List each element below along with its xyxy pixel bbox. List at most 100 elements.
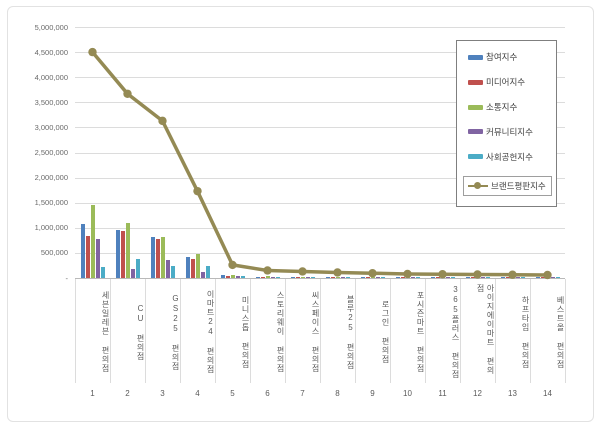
bar-소통지수 <box>335 277 340 278</box>
gridline <box>75 177 565 179</box>
bar-커뮤니티지수 <box>515 277 520 278</box>
line-marker <box>263 266 272 275</box>
bar-참여지수 <box>255 277 260 278</box>
category-label: 세븐일레븐 편의점 <box>101 291 110 373</box>
legend-item-참여지수: 참여지수 <box>468 51 556 63</box>
y-tick-label: 500,000 <box>40 248 68 258</box>
category-index: 11 <box>438 389 447 398</box>
y-tick-label: 4,000,000 <box>34 72 68 82</box>
category-separator <box>215 279 216 383</box>
category-separator <box>320 279 321 383</box>
bar-참여지수 <box>150 237 155 278</box>
legend-line-swatch-icon <box>468 181 488 190</box>
bar-참여지수 <box>290 277 295 278</box>
legend-item-미디어지수: 미디어지수 <box>468 76 556 88</box>
bar-사회공헌지수 <box>485 277 490 278</box>
category-index: 6 <box>265 389 270 398</box>
bar-소통지수 <box>90 205 95 278</box>
y-tick-label: 1,500,000 <box>34 198 68 208</box>
bar-참여지수 <box>360 277 365 278</box>
line-marker <box>508 270 517 279</box>
legend-label: 브랜드평판지수 <box>491 180 546 191</box>
bar-사회공헌지수 <box>240 276 245 278</box>
gridline <box>75 27 565 28</box>
bar-참여지수 <box>500 277 505 278</box>
y-tick-label: 4,500,000 <box>34 47 68 57</box>
category-index: 12 <box>473 389 482 398</box>
bar-참여지수 <box>325 277 330 278</box>
line-marker <box>473 270 482 279</box>
category-index: 8 <box>335 389 340 398</box>
bar-미디어지수 <box>295 277 300 278</box>
gridline <box>75 152 565 154</box>
legend-item-사회공헌지수: 사회공헌지수 <box>468 151 556 163</box>
category-separator <box>425 279 426 383</box>
y-tick-label: 3,000,000 <box>34 122 68 132</box>
category-separator <box>495 279 496 383</box>
category-separator <box>250 279 251 383</box>
category-separator <box>460 279 461 383</box>
bar-참여지수 <box>535 277 540 278</box>
legend-label: 소통지수 <box>486 102 518 113</box>
category-label: 씨스페이스 편의점 <box>311 291 320 373</box>
category-separator <box>285 279 286 383</box>
bar-커뮤니티지수 <box>445 277 450 278</box>
y-tick-label: 2,000,000 <box>34 173 68 183</box>
category-index: 2 <box>125 389 130 398</box>
bar-참여지수 <box>395 277 400 278</box>
bar-미디어지수 <box>330 277 335 278</box>
category-label: 하프타임 편의점 <box>521 295 530 369</box>
category-index: 1 <box>90 389 95 398</box>
bar-미디어지수 <box>120 231 125 278</box>
bar-group <box>215 27 250 278</box>
bar-사회공헌지수 <box>170 266 175 278</box>
gridline <box>75 227 565 229</box>
line-marker <box>193 186 202 196</box>
bar-사회공헌지수 <box>450 277 455 278</box>
category-label: 로그인 편의점 <box>381 300 390 364</box>
bar-사회공헌지수 <box>415 277 420 278</box>
line-marker <box>438 270 447 279</box>
bar-커뮤니티지수 <box>270 277 275 278</box>
brand-reputation-line <box>88 47 552 280</box>
bar-커뮤니티지수 <box>235 276 240 278</box>
category-index: 4 <box>195 389 200 398</box>
gridline <box>75 252 565 254</box>
category-separator <box>75 279 76 383</box>
bar-미디어지수 <box>155 239 160 278</box>
legend-line-marker <box>474 182 481 190</box>
legend-bar-swatch-icon <box>468 79 483 85</box>
legend-label: 미디어지수 <box>486 77 526 88</box>
category-index: 14 <box>543 389 552 398</box>
category-separator <box>145 279 146 383</box>
legend-bar-swatch-icon <box>468 154 483 160</box>
bar-미디어지수 <box>470 277 475 278</box>
bar-group <box>180 27 215 278</box>
bar-소통지수 <box>160 237 165 278</box>
legend-item-브랜드평판지수: 브랜드평판지수 <box>463 175 552 196</box>
line-marker <box>333 268 342 277</box>
category-label: 미니스톱 편의점 <box>241 295 250 369</box>
bar-사회공헌지수 <box>380 277 385 278</box>
bar-참여지수 <box>220 275 225 278</box>
line-marker <box>123 89 132 98</box>
category-separator <box>110 279 111 383</box>
bar-커뮤니티지수 <box>165 260 170 278</box>
category-separator <box>180 279 181 383</box>
bar-소통지수 <box>265 276 270 278</box>
category-index: 5 <box>230 389 235 398</box>
category-index: 9 <box>370 389 375 398</box>
line-marker <box>403 269 412 279</box>
category-label: 365플러스 편의점 <box>451 285 460 379</box>
bar-사회공헌지수 <box>205 266 210 278</box>
category-separator <box>355 279 356 383</box>
bar-group <box>320 27 355 278</box>
legend-label: 참여지수 <box>486 52 518 63</box>
bar-커뮤니티지수 <box>480 277 485 278</box>
bar-group <box>355 27 390 278</box>
line-marker <box>228 260 237 270</box>
bar-소통지수 <box>230 275 235 278</box>
category-label: 포시즌마트 편의점 <box>416 291 425 373</box>
bar-소통지수 <box>300 277 305 278</box>
